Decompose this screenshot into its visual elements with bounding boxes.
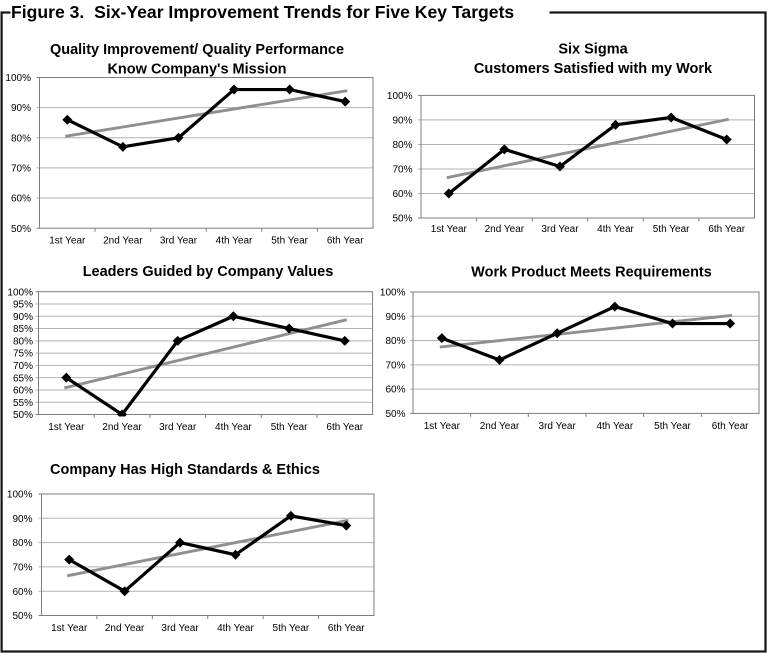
svg-text:50%: 50% [11, 224, 31, 235]
svg-text:Customers Satisfied with my Wo: Customers Satisfied with my Work [474, 61, 713, 77]
svg-text:2nd Year: 2nd Year [480, 421, 520, 432]
svg-text:5th Year: 5th Year [653, 224, 690, 235]
svg-text:80%: 80% [13, 336, 33, 347]
svg-text:90%: 90% [12, 514, 32, 525]
svg-text:2nd Year: 2nd Year [103, 236, 143, 247]
svg-text:50%: 50% [12, 611, 32, 622]
svg-text:4th Year: 4th Year [596, 421, 633, 432]
svg-text:80%: 80% [12, 538, 32, 549]
svg-text:100%: 100% [5, 73, 31, 84]
svg-text:90%: 90% [13, 312, 33, 323]
svg-text:100%: 100% [7, 490, 33, 501]
svg-text:100%: 100% [380, 288, 406, 299]
svg-text:1st Year: 1st Year [49, 236, 86, 247]
svg-text:95%: 95% [13, 300, 33, 311]
svg-text:75%: 75% [13, 349, 33, 360]
svg-text:85%: 85% [13, 324, 33, 335]
svg-text:80%: 80% [385, 336, 405, 347]
svg-text:70%: 70% [392, 165, 412, 176]
svg-text:5th Year: 5th Year [271, 236, 308, 247]
svg-text:Work Product Meets Requirement: Work Product Meets Requirements [471, 265, 712, 281]
svg-text:70%: 70% [12, 563, 32, 574]
svg-text:1st Year: 1st Year [431, 224, 468, 235]
svg-text:Know Company's Mission: Know Company's Mission [107, 61, 286, 77]
svg-text:90%: 90% [392, 116, 412, 127]
svg-text:80%: 80% [392, 140, 412, 151]
svg-text:2nd Year: 2nd Year [105, 623, 145, 634]
svg-text:90%: 90% [11, 103, 31, 114]
svg-text:80%: 80% [11, 133, 31, 144]
svg-text:100%: 100% [7, 287, 33, 298]
svg-text:50%: 50% [13, 410, 33, 421]
svg-text:Six Sigma: Six Sigma [558, 42, 628, 58]
svg-text:60%: 60% [385, 385, 405, 396]
svg-text:Company Has High Standards & E: Company Has High Standards & Ethics [50, 462, 320, 478]
svg-text:90%: 90% [385, 312, 405, 323]
svg-text:50%: 50% [392, 214, 412, 225]
svg-text:60%: 60% [392, 189, 412, 200]
svg-text:Figure 3. Six-Year Improvemen: Figure 3. Six-Year Improvement Trends fo… [11, 2, 514, 22]
svg-text:70%: 70% [11, 164, 31, 175]
svg-text:6th Year: 6th Year [328, 623, 365, 634]
svg-text:60%: 60% [13, 386, 33, 397]
svg-text:2nd Year: 2nd Year [102, 422, 142, 433]
svg-text:70%: 70% [385, 360, 405, 371]
svg-text:60%: 60% [12, 587, 32, 598]
svg-text:1st Year: 1st Year [51, 623, 88, 634]
svg-text:5th Year: 5th Year [273, 623, 310, 634]
svg-text:55%: 55% [13, 398, 33, 409]
svg-text:65%: 65% [13, 373, 33, 384]
svg-text:1st Year: 1st Year [424, 421, 461, 432]
svg-text:4th Year: 4th Year [215, 422, 252, 433]
svg-text:3rd Year: 3rd Year [539, 421, 577, 432]
svg-text:3rd Year: 3rd Year [161, 623, 199, 634]
svg-text:Leaders Guided by Company Valu: Leaders Guided by Company Values [83, 264, 334, 280]
svg-text:50%: 50% [385, 409, 405, 420]
svg-text:3rd Year: 3rd Year [160, 236, 198, 247]
svg-text:60%: 60% [11, 194, 31, 205]
svg-text:5th Year: 5th Year [654, 421, 691, 432]
svg-text:3rd Year: 3rd Year [541, 224, 579, 235]
svg-text:Quality Improvement/ Quality P: Quality Improvement/ Quality Performance [50, 42, 344, 58]
svg-text:1st Year: 1st Year [48, 422, 85, 433]
svg-text:6th Year: 6th Year [327, 236, 364, 247]
svg-text:4th Year: 4th Year [217, 623, 254, 634]
svg-text:6th Year: 6th Year [712, 421, 749, 432]
svg-text:4th Year: 4th Year [216, 236, 253, 247]
svg-text:100%: 100% [387, 91, 413, 102]
svg-text:70%: 70% [13, 361, 33, 372]
svg-text:4th Year: 4th Year [597, 224, 634, 235]
svg-text:2nd Year: 2nd Year [485, 224, 525, 235]
svg-text:5th Year: 5th Year [271, 422, 308, 433]
svg-text:3rd Year: 3rd Year [159, 422, 197, 433]
svg-text:6th Year: 6th Year [326, 422, 363, 433]
svg-text:6th Year: 6th Year [708, 224, 745, 235]
